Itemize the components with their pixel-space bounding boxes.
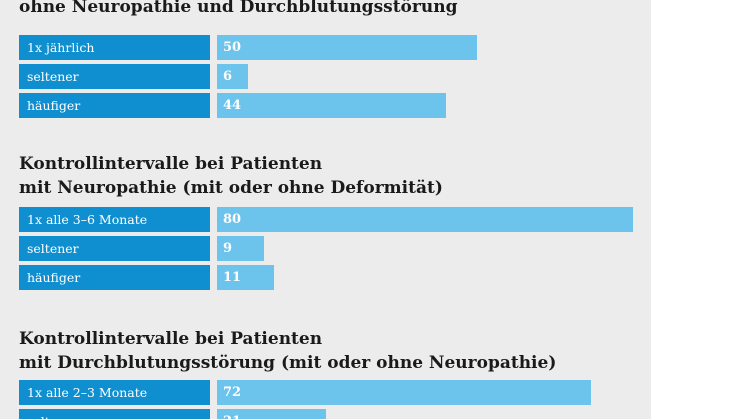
value-label: 80 (223, 212, 242, 227)
category-label: 1x alle 3–6 Monate (19, 207, 210, 232)
category-label: häufiger (19, 265, 210, 290)
chart-panel: ohne Neuropathie und Durchblutungsstörun… (0, 0, 651, 419)
value-bar: 9 (217, 236, 264, 261)
chart-title-line: mit Neuropathie (mit oder ohne Deformitä… (19, 178, 443, 198)
value-bar: 11 (217, 265, 274, 290)
chart-title-line: ohne Neuropathie und Durchblutungsstörun… (19, 0, 458, 17)
value-label: 44 (223, 98, 242, 113)
value-bar: 50 (217, 35, 477, 60)
value-label: 11 (223, 270, 242, 285)
chart-title-3: Kontrollintervalle bei Patienten mit Durc… (19, 327, 556, 375)
value-label: 72 (223, 385, 242, 400)
category-label: seltener (19, 236, 210, 261)
category-label: 1x jährlich (19, 35, 210, 60)
value-bar: 6 (217, 64, 248, 89)
value-label: 50 (223, 40, 242, 55)
value-bar: 21 (217, 409, 326, 419)
category-label: seltener (19, 64, 210, 89)
chart-title-line: mit Durchblutungsstörung (mit oder ohne … (19, 353, 557, 373)
category-label: häufiger (19, 93, 210, 118)
category-label: 1x alle 2–3 Monate (19, 380, 210, 405)
value-label: 9 (223, 241, 233, 256)
chart-title-line: Kontrollintervalle bei Patienten (19, 329, 323, 349)
chart-title-2: Kontrollintervalle bei Patienten mit Neur… (19, 152, 443, 200)
value-bar: 44 (217, 93, 446, 118)
chart-title-line: Kontrollintervalle bei Patienten (19, 154, 323, 174)
value-label: 6 (223, 69, 233, 84)
category-label: seltener (19, 409, 210, 419)
value-bar: 80 (217, 207, 633, 232)
chart-title-1: ohne Neuropathie und Durchblutungsstörun… (19, 0, 457, 19)
value-bar: 72 (217, 380, 591, 405)
value-label: 21 (223, 414, 241, 419)
